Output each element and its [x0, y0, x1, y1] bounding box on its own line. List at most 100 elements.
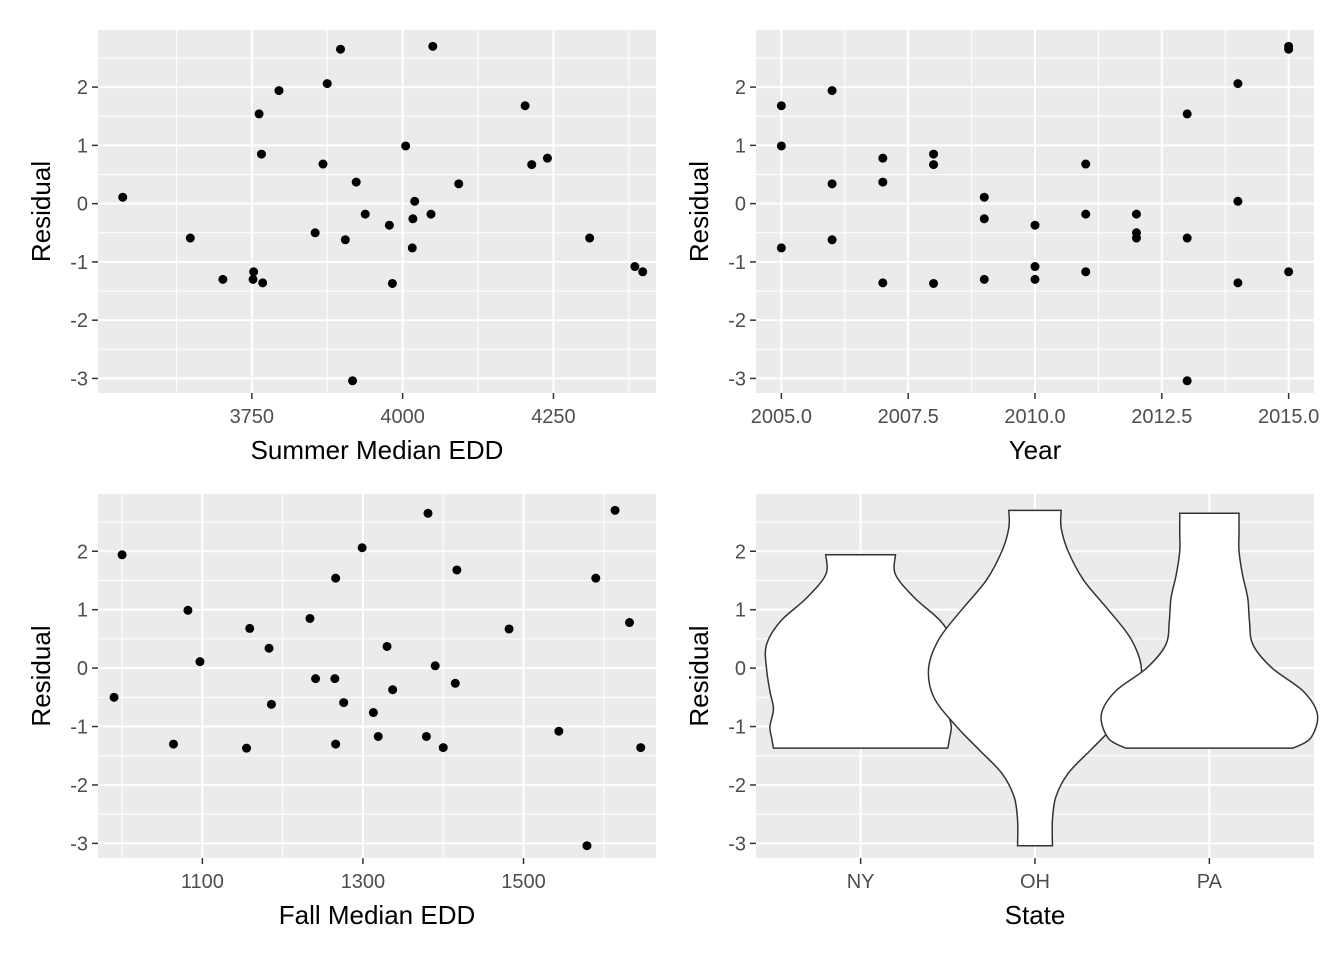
panel-summer-edd-y-tick-label: 1	[77, 135, 88, 157]
panel-fall-edd-y-tick-label: -3	[70, 833, 88, 855]
panel-year-point	[929, 160, 939, 170]
panel-fall-edd-point	[388, 685, 398, 695]
panel-summer-edd-y-tick-label: 0	[77, 194, 88, 216]
panel-year-point	[878, 153, 888, 163]
panel-fall-edd-point	[311, 674, 321, 684]
panel-summer-edd-x-tick-label: 4000	[380, 406, 425, 428]
panel-summer-edd-x-tick-label: 4250	[531, 406, 576, 428]
panel-fall-edd: -3 -2 -1 0 1 2 1100 1300 1500 Fall Median EDD Resi…	[26, 494, 656, 930]
panel-summer-edd-point	[454, 179, 464, 189]
panel-year-x-tick-label: 2007.5	[878, 406, 939, 428]
panel-year-point	[1284, 44, 1294, 54]
panel-fall-edd-point	[305, 613, 315, 623]
panel-fall-edd-y-tick-label: 0	[77, 658, 88, 680]
panel-year-point	[1131, 233, 1141, 243]
panel-fall-edd-x-tick-label: 1500	[501, 871, 546, 893]
panel-fall-edd-x-axis-title: Fall Median EDD	[279, 900, 476, 930]
panel-summer-edd-y-tick-label: 2	[77, 77, 88, 99]
panel-year-point	[979, 214, 989, 224]
panel-summer-edd-point	[351, 177, 361, 187]
panel-summer-edd-x-axis-title: Summer Median EDD	[251, 435, 504, 465]
panel-summer-edd-point	[426, 209, 436, 219]
panel-summer-edd-point	[410, 196, 420, 206]
panel-year-point	[827, 179, 837, 189]
panel-year-point	[878, 177, 888, 187]
panel-year-point	[1030, 220, 1040, 230]
panel-summer-edd: -3 -2 -1 0 1 2 3750 4000 4250 Summer Median EDD Re…	[26, 30, 656, 465]
panel-fall-edd-point	[339, 698, 349, 708]
panel-state-x-tick-label: NY	[847, 871, 875, 893]
panel-fall-edd-point	[504, 624, 514, 634]
panel-fall-edd-point	[421, 731, 431, 741]
panel-fall-edd-point	[582, 841, 592, 851]
panel-fall-edd-point	[264, 643, 274, 653]
panel-fall-edd-point	[242, 743, 252, 753]
panel-summer-edd-point	[322, 79, 332, 89]
panel-summer-edd-y-axis-title: Residual	[26, 161, 56, 262]
panel-summer-edd-point	[360, 209, 370, 219]
panel-year-point	[1233, 79, 1243, 89]
panel-fall-edd-x-tick-label: 1300	[341, 871, 386, 893]
panel-state-y-tick-label: 0	[735, 658, 746, 680]
panel-summer-edd-point	[274, 86, 284, 96]
panel-fall-edd-point	[430, 661, 440, 671]
panel-fall-edd-point	[195, 657, 205, 667]
panel-fall-edd-point	[450, 678, 460, 688]
panel-year-x-axis-title: Year	[1009, 435, 1062, 465]
panel-state-x-axis-title: State	[1005, 900, 1066, 930]
panel-year-point	[1131, 209, 1141, 219]
panel-summer-edd-point	[218, 274, 228, 284]
panel-state-y-axis-title: Residual	[684, 625, 714, 726]
panel-summer-edd-point	[384, 220, 394, 230]
panel-state-y-tick-label: 1	[735, 600, 746, 622]
panel-year-point	[1233, 196, 1243, 206]
panel-summer-edd-point	[256, 149, 266, 159]
panel-year-point	[1182, 376, 1192, 386]
panel-summer-edd-point	[336, 44, 346, 54]
panel-fall-edd-point	[331, 739, 341, 749]
panel-summer-edd-point	[407, 243, 417, 253]
panel-fall-edd-y-tick-label: -1	[70, 717, 88, 739]
panel-year-point	[878, 278, 888, 288]
panel-year-point	[979, 274, 989, 284]
panel-state-y-tick-label: 2	[735, 541, 746, 563]
panel-fall-edd-point	[610, 505, 620, 515]
panel-summer-edd-y-tick-label: -1	[70, 252, 88, 274]
panel-summer-edd-point	[428, 41, 438, 51]
panel-summer-edd-point	[248, 274, 258, 284]
panel-year-point	[827, 235, 837, 245]
panel-fall-edd-point	[591, 573, 601, 583]
panel-fall-edd-point	[554, 726, 564, 736]
panel-summer-edd-point	[249, 267, 259, 277]
panel-summer-edd-background	[98, 30, 656, 393]
panel-summer-edd-point	[310, 228, 320, 238]
panel-year-point	[776, 243, 786, 253]
panel-fall-edd-point	[183, 605, 193, 615]
panel-year-point	[1081, 267, 1091, 277]
panel-state-y-tick-label: -3	[728, 833, 746, 855]
panel-summer-edd-point	[401, 141, 411, 151]
panel-summer-edd-x-tick-label: 3750	[230, 406, 275, 428]
panel-summer-edd-point	[318, 159, 328, 169]
panel-year-point	[776, 141, 786, 151]
panel-year-point	[1182, 233, 1192, 243]
panel-fall-edd-point	[625, 618, 635, 628]
panel-fall-edd-background	[98, 494, 656, 858]
panel-summer-edd-point	[630, 262, 640, 272]
panel-year-y-tick-label: 2	[735, 77, 746, 99]
panel-summer-edd-point	[258, 278, 268, 288]
panel-fall-edd-point	[109, 692, 119, 702]
panel-state: -3 -2 -1 0 1 2 NY OH PA State Residual	[684, 494, 1319, 930]
panel-state-y-tick-label: -2	[728, 775, 746, 797]
panel-year-x-tick-label: 2012.5	[1131, 406, 1192, 428]
panel-year-y-axis-title: Residual	[684, 161, 714, 262]
panel-year-point	[776, 101, 786, 111]
panel-year-point	[1233, 278, 1243, 288]
panel-summer-edd-point	[387, 278, 397, 288]
panel-summer-edd-y-tick-label: -2	[70, 310, 88, 332]
panel-fall-edd-point	[382, 641, 392, 651]
panel-year-y-tick-label: -3	[728, 368, 746, 390]
panel-summer-edd-point	[585, 233, 595, 243]
panel-year-y-tick-label: 0	[735, 194, 746, 216]
